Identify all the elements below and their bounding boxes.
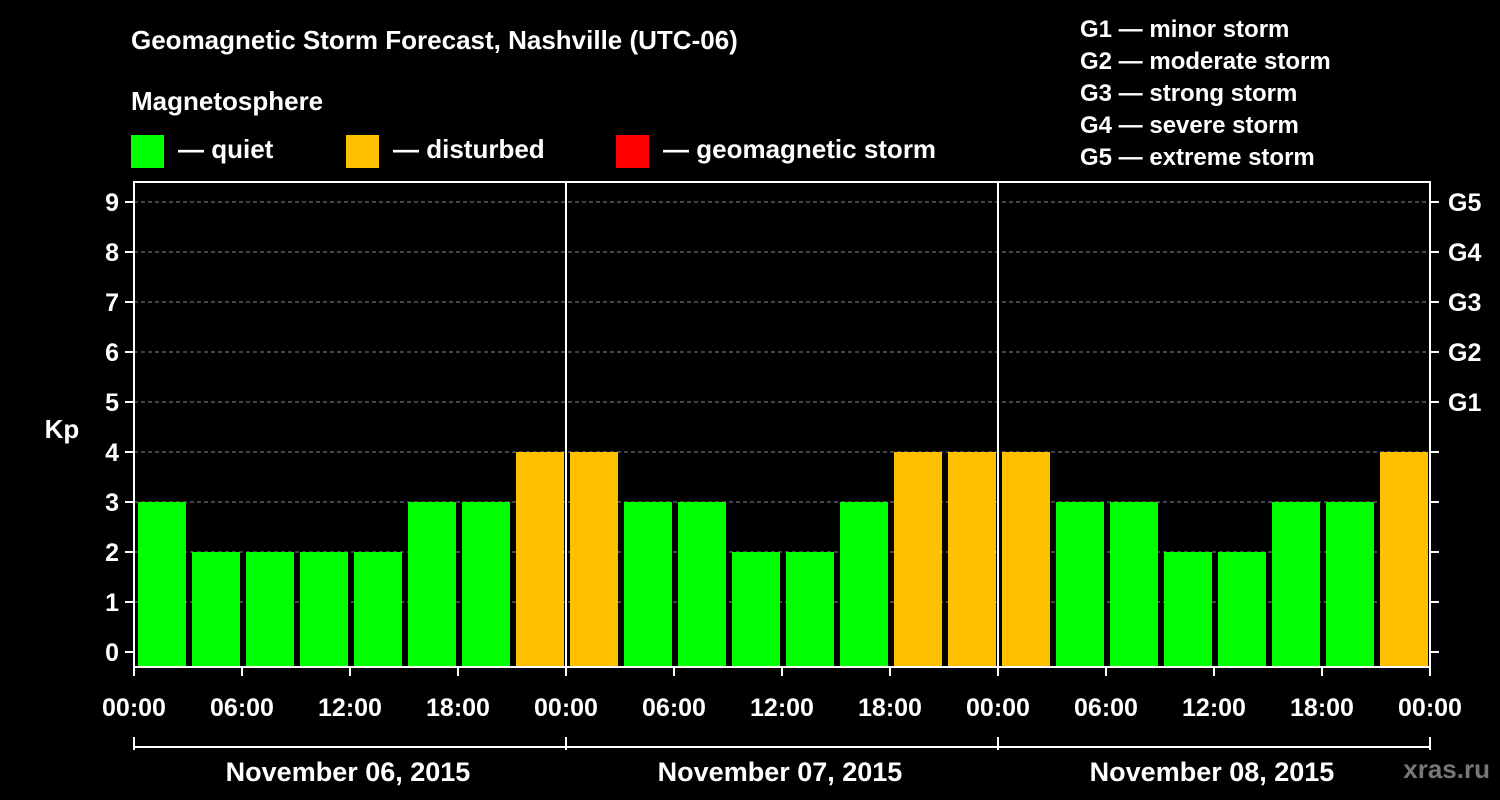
kp-bar: [516, 452, 564, 667]
x-tick-label: 12:00: [318, 694, 382, 722]
kp-bar: [1380, 452, 1428, 667]
kp-bar: [948, 452, 996, 667]
day-label: November 07, 2015: [658, 757, 903, 787]
legend-label-disturbed: — disturbed: [393, 134, 545, 164]
g-axis-label: G1: [1448, 389, 1481, 417]
kp-bar: [408, 502, 456, 667]
kp-bar: [1110, 502, 1158, 667]
y-tick-label: 3: [105, 489, 119, 517]
y-tick-label: 4: [105, 439, 119, 467]
y-tick-label: 2: [105, 539, 119, 567]
legend-swatch-quiet: [131, 135, 164, 168]
kp-bar: [1218, 552, 1266, 667]
kp-bar: [786, 552, 834, 667]
g-axis-label: G3: [1448, 289, 1481, 317]
kp-bar: [192, 552, 240, 667]
y-tick-label: 9: [105, 189, 119, 217]
day-label: November 08, 2015: [1090, 757, 1335, 787]
y-axis-label: Kp: [45, 414, 80, 444]
x-tick-label: 00:00: [102, 694, 166, 722]
x-tick-label: 00:00: [534, 694, 598, 722]
x-tick-label: 12:00: [1182, 694, 1246, 722]
legend-label-quiet: — quiet: [178, 134, 274, 164]
kp-bar: [624, 502, 672, 667]
g-scale-g4: G4 — severe storm: [1080, 112, 1299, 139]
kp-bar: [1164, 552, 1212, 667]
y-tick-label: 1: [105, 589, 119, 617]
x-tick-label: 18:00: [426, 694, 490, 722]
legend-heading: Magnetosphere: [131, 86, 324, 116]
kp-bar: [354, 552, 402, 667]
x-tick-label: 18:00: [1290, 694, 1354, 722]
g-axis-label: G2: [1448, 339, 1481, 367]
y-tick-label: 8: [105, 239, 119, 267]
kp-bar: [678, 502, 726, 667]
g-scale-g3: G3 — strong storm: [1080, 80, 1298, 107]
kp-bar: [300, 552, 348, 667]
kp-bar: [138, 502, 186, 667]
g-axis-label: G5: [1448, 189, 1481, 217]
kp-bar: [894, 452, 942, 667]
g-scale-g5: G5 — extreme storm: [1080, 144, 1315, 171]
g-scale-g2: G2 — moderate storm: [1080, 48, 1331, 75]
kp-bar: [462, 502, 510, 667]
legend-swatch-disturbed: [346, 135, 379, 168]
kp-bar: [732, 552, 780, 667]
kp-bar: [840, 502, 888, 667]
x-tick-label: 06:00: [1074, 694, 1138, 722]
kp-bar: [570, 452, 618, 667]
watermark: xras.ru: [1403, 754, 1490, 784]
y-tick-label: 5: [105, 389, 119, 417]
x-tick-label: 00:00: [966, 694, 1030, 722]
y-tick-label: 0: [105, 639, 119, 667]
y-tick-label: 7: [105, 289, 119, 317]
g-scale-g1: G1 — minor storm: [1080, 16, 1290, 43]
x-tick-label: 18:00: [858, 694, 922, 722]
x-tick-label: 06:00: [642, 694, 706, 722]
legend-swatch-storm: [616, 135, 649, 168]
x-tick-label: 06:00: [210, 694, 274, 722]
legend-label-storm: — geomagnetic storm: [663, 134, 937, 164]
kp-bar: [1002, 452, 1050, 667]
y-tick-label: 6: [105, 339, 119, 367]
x-tick-label: 00:00: [1398, 694, 1462, 722]
day-label: November 06, 2015: [226, 757, 471, 787]
kp-bar: [1272, 502, 1320, 667]
kp-bar: [246, 552, 294, 667]
x-tick-label: 12:00: [750, 694, 814, 722]
g-axis-label: G4: [1448, 239, 1481, 267]
chart-title: Geomagnetic Storm Forecast, Nashville (U…: [131, 25, 738, 55]
kp-bar: [1056, 502, 1104, 667]
kp-bar: [1326, 502, 1374, 667]
